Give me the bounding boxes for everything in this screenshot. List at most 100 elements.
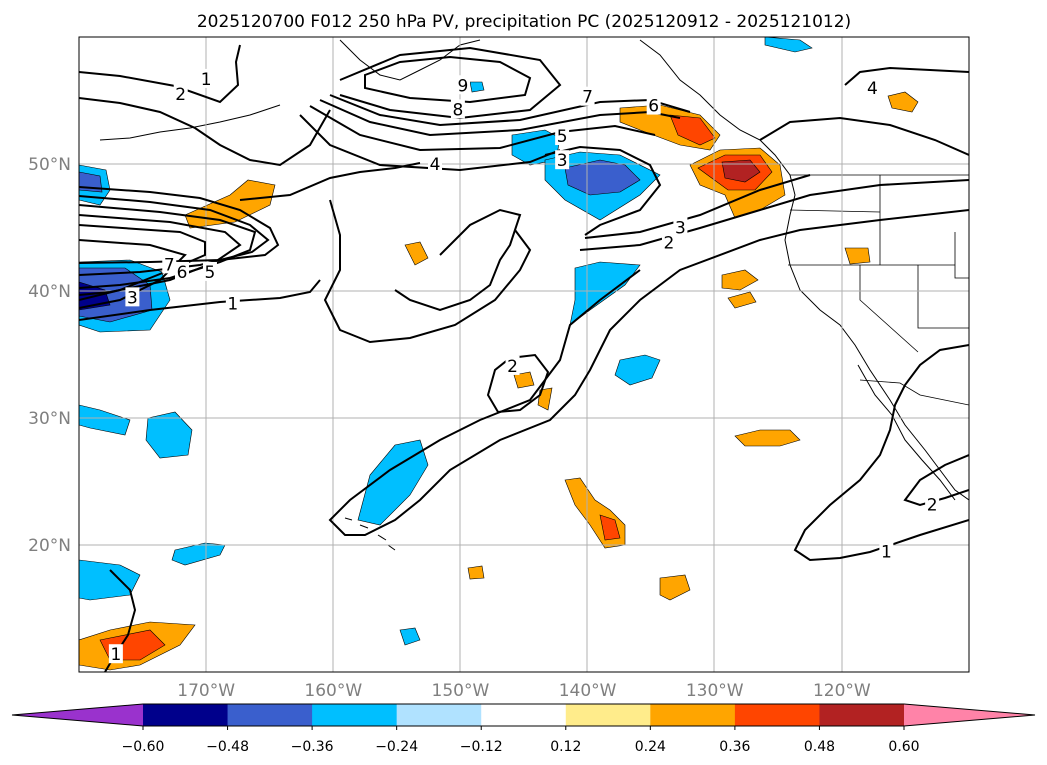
lon-tick-label: 160°W — [304, 681, 362, 701]
contour-label-bg — [125, 287, 140, 307]
contour-label: 3 — [127, 288, 138, 308]
pv-contours — [79, 44, 969, 672]
contour-label-bg — [174, 261, 189, 281]
precip-negative-left-low2 — [171, 542, 226, 566]
contour-label-bg — [505, 355, 520, 375]
colorbar-segment — [143, 704, 229, 726]
north-america-coast — [639, 39, 969, 501]
colorbar-segment — [565, 704, 651, 726]
state-line-ca-nv — [859, 265, 919, 353]
contour-label: 7 — [582, 88, 593, 108]
contour-label: 1 — [881, 542, 892, 562]
lat-labels: 50°N 40°N 30°N 20°N — [28, 155, 71, 556]
pv-contour-1-trough — [328, 209, 969, 536]
contour-label: 4 — [430, 155, 441, 175]
map-background — [79, 37, 969, 672]
colorbar-segments — [12, 704, 1035, 726]
lon-tick-label: 120°W — [813, 681, 871, 701]
contour-label-bg — [108, 644, 123, 664]
colorbar-tick-label: −0.60 — [122, 739, 165, 755]
contour-label: 5 — [205, 263, 216, 283]
colorbar-segment — [481, 704, 567, 726]
colorbar-tick-label: 0.36 — [719, 739, 750, 755]
colorbar-segment — [819, 704, 905, 726]
contour-label-bg — [225, 293, 240, 313]
contour-label-bg — [865, 77, 880, 97]
precip-positive-spot-b — [721, 269, 759, 291]
pv-contour-3-ne — [584, 174, 811, 239]
state-line-az-nm — [954, 232, 969, 279]
us-mexico-border — [859, 379, 969, 406]
colorbar-ticks: −0.60 −0.48 −0.36 −0.24 −0.12 0.12 0.24 0.36 0.4… — [122, 726, 920, 755]
precip-negative-pacific-spot — [614, 354, 661, 386]
pv-contour-west-1 — [79, 279, 321, 321]
contour-label-bg — [428, 154, 442, 173]
precip-negative-central-core — [564, 159, 641, 196]
contour-label: 1 — [227, 295, 238, 315]
pv-contour-west-7 — [79, 186, 280, 264]
precip-negative-left-low — [79, 559, 141, 601]
contour-label-bg — [202, 261, 217, 281]
map-frame — [78, 36, 970, 673]
contour-label-bg — [455, 75, 470, 95]
pv-contour-9 — [364, 55, 532, 104]
precip-positive-pacific-spot — [659, 574, 691, 601]
precip-negative-left-spot — [145, 411, 193, 459]
contour-label-bg — [162, 254, 177, 274]
contour-label: 2 — [664, 234, 675, 254]
pv-contour-2-lobe — [394, 208, 522, 312]
pv-contour-4-mid — [239, 162, 421, 201]
pv-contour-2-ne — [579, 179, 969, 251]
colorbar-extend-low — [12, 704, 143, 726]
colorbar-tick-label: −0.48 — [206, 739, 249, 755]
contour-label-bg — [555, 150, 570, 170]
precip-positive-spot-c — [727, 291, 757, 309]
pv-contour-2-island — [486, 353, 550, 414]
lat-tick-label: 20°N — [28, 536, 71, 556]
pv-contour-4-ne — [844, 66, 969, 86]
precip-positive-coast-inner — [721, 159, 761, 183]
contour-label: 3 — [675, 219, 686, 239]
contour-label: 5 — [557, 127, 568, 147]
lat-tick-label: 50°N — [28, 155, 71, 175]
contour-label: 3 — [557, 151, 568, 171]
colorbar-extend-high — [904, 704, 1035, 726]
hawaii-islands — [344, 517, 396, 551]
contour-label: 2 — [507, 357, 518, 377]
colorbar-tick-label: 0.12 — [550, 739, 581, 755]
contour-label: 6 — [177, 263, 188, 283]
state-line-ut-az — [917, 265, 969, 329]
precip-positive-spot-g — [467, 565, 485, 580]
colorbar-tick-label: −0.12 — [460, 739, 503, 755]
precip-positive-northeast-spot — [887, 91, 919, 113]
lat-tick-label: 40°N — [28, 282, 71, 302]
colorbar-tick-label: 0.48 — [804, 739, 835, 755]
precip-negative-spot-sm1 — [399, 627, 421, 646]
contour-label-bg — [450, 99, 465, 119]
contour-label: 2 — [927, 495, 938, 515]
lat-tick-label: 30°N — [28, 409, 71, 429]
state-line-wa-or — [789, 209, 881, 213]
contour-label-bg — [879, 541, 894, 561]
contour-label-bg — [925, 494, 940, 514]
precip-negative-top-right — [764, 37, 813, 53]
precip-positive-spot-e — [513, 371, 535, 389]
contour-label-bg — [646, 95, 661, 115]
precip-negative-left-mid — [79, 404, 131, 436]
contour-label-bg — [555, 126, 570, 146]
pv-contour-3-central — [544, 145, 662, 236]
pv-contour-5 — [309, 105, 656, 152]
gridlines — [79, 37, 969, 672]
lon-tick-label: 170°W — [177, 681, 235, 701]
contour-label: 6 — [648, 97, 659, 117]
pv-contour-8 — [339, 46, 562, 120]
contour-label-bg — [661, 232, 676, 252]
colorbar-tick-label: 0.24 — [635, 739, 666, 755]
contour-label-bg — [199, 68, 214, 88]
lon-tick-label: 140°W — [559, 681, 617, 701]
colorbar-segment — [312, 704, 398, 726]
colorbar: −0.60 −0.48 −0.36 −0.24 −0.12 0.12 0.24 0.36 0.4… — [11, 703, 1036, 755]
contour-label-bg — [580, 86, 595, 106]
